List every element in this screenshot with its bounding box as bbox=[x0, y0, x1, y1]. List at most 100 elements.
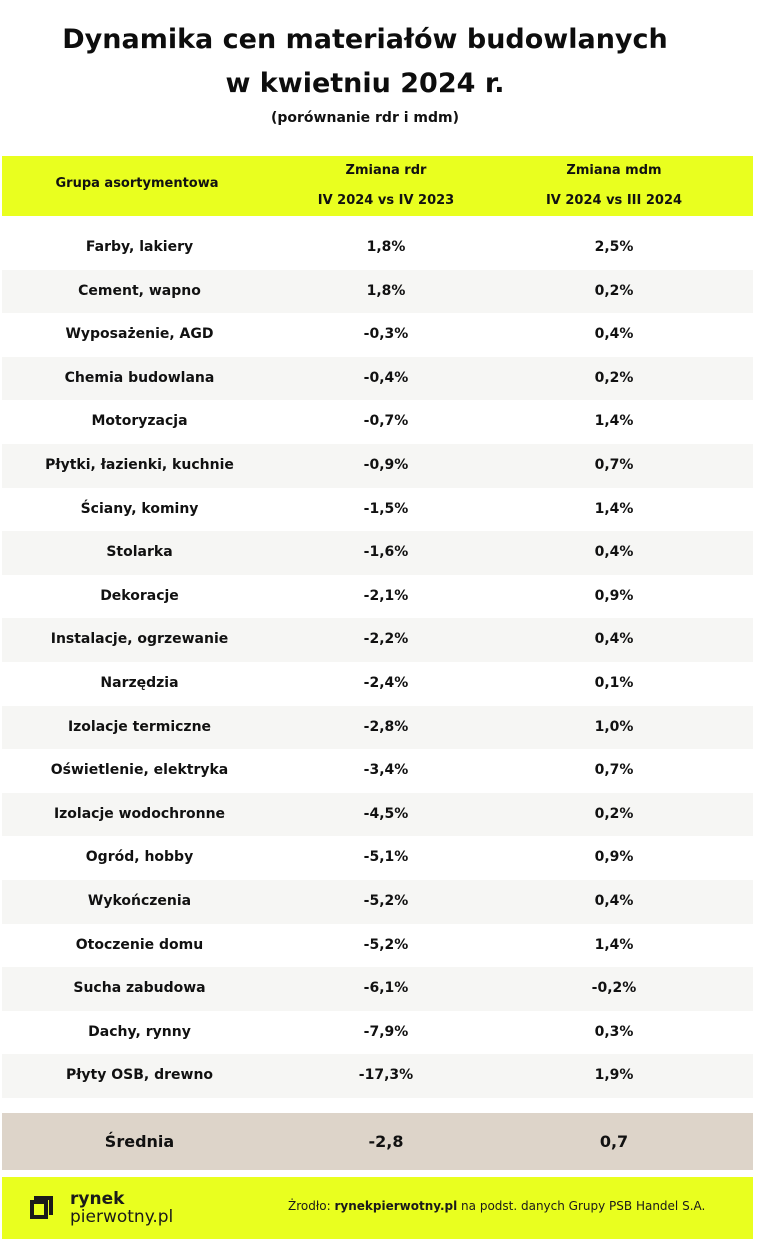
row-rdr-value: -3,4% bbox=[363, 762, 409, 779]
table-row: Motoryzacja -0,7% 1,4% bbox=[2, 400, 753, 444]
logo-line1: rynek bbox=[70, 1189, 125, 1209]
row-group-name: Farby, lakiery bbox=[85, 239, 194, 255]
row-rdr-value: -5,2% bbox=[363, 936, 409, 953]
row-group-name: Dachy, rynny bbox=[88, 1023, 191, 1040]
table-row: Otoczenie domu -5,2% 1,4% bbox=[2, 924, 753, 968]
table-row: Izolacje termiczne -2,8% 1,0% bbox=[2, 705, 753, 750]
average-row: Średnia -2,8 0,7 bbox=[2, 1113, 753, 1170]
row-group-name: Wyposażenie, AGD bbox=[65, 326, 214, 343]
row-group-name: Dekoracje bbox=[100, 587, 179, 604]
row-mdm-value: 0,4% bbox=[594, 544, 634, 561]
row-rdr-value: -5,2% bbox=[363, 892, 409, 909]
table-row: Dekoracje -2,1% 0,9% bbox=[2, 575, 753, 619]
row-mdm-value: 0,4% bbox=[594, 631, 634, 648]
logo-line2: pierwotny.pl bbox=[70, 1207, 174, 1227]
row-group-name: Ściany, kominy bbox=[80, 500, 199, 517]
page-title-line2: w kwietniu 2024 r. bbox=[225, 68, 505, 99]
row-rdr-value: -2,8% bbox=[363, 718, 409, 735]
row-group-name: Wykończenia bbox=[87, 892, 192, 909]
header-mdm-title: Zmiana mdm bbox=[566, 163, 662, 178]
table-row: Wykończenia -5,2% 0,4% bbox=[2, 879, 753, 924]
row-rdr-value: -2,1% bbox=[363, 587, 409, 604]
table-row: Instalacje, ogrzewanie -2,2% 0,4% bbox=[2, 618, 753, 662]
header-rdr-title: Zmiana rdr bbox=[345, 163, 427, 178]
row-group-name: Instalacje, ogrzewanie bbox=[50, 631, 229, 648]
row-mdm-value: 0,9% bbox=[594, 849, 634, 866]
source-prefix: Żrodło: bbox=[288, 1199, 335, 1213]
logo: rynek pierwotny.pl bbox=[70, 1190, 173, 1226]
row-group-name: Narzędzia bbox=[100, 674, 179, 691]
source-note: Żrodło: rynekpierwotny.pl na podst. dany… bbox=[288, 1199, 705, 1213]
source-suffix: na podst. danych Grupy PSB Handel S.A. bbox=[457, 1199, 706, 1213]
row-group-name: Sucha zabudowa bbox=[73, 980, 206, 997]
page-subtitle: (porównanie rdr i mdm) bbox=[270, 110, 459, 126]
row-group-name: Ogród, hobby bbox=[85, 849, 194, 866]
source-site: rynekpierwotny.pl bbox=[334, 1199, 458, 1213]
row-rdr-value: -0,3% bbox=[363, 326, 409, 343]
header-mdm-period: IV 2024 vs III 2024 bbox=[545, 193, 683, 208]
row-mdm-value: 1,4% bbox=[594, 500, 634, 517]
row-group-name: Oświetlenie, elektryka bbox=[50, 762, 229, 779]
row-mdm-value: 0,2% bbox=[594, 805, 634, 822]
table-header: Grupa asortymentowa Zmiana rdr IV 2024 v… bbox=[2, 156, 753, 216]
table-row: Farby, lakiery 1,8% 2,5% bbox=[2, 226, 753, 270]
header-group: Grupa asortymentowa bbox=[55, 176, 219, 191]
row-group-name: Izolacje wodochronne bbox=[53, 805, 226, 822]
row-rdr-value: -5,1% bbox=[363, 849, 409, 866]
row-group-name: Stolarka bbox=[106, 544, 173, 561]
table-row: Stolarka -1,6% 0,4% bbox=[2, 531, 753, 575]
row-mdm-value: 1,4% bbox=[594, 936, 634, 953]
row-rdr-value: -7,9% bbox=[363, 1023, 409, 1040]
row-group-name: Cement, wapno bbox=[78, 282, 201, 299]
row-mdm-value: 1,0% bbox=[594, 718, 634, 735]
table-row: Płyty OSB, drewno -17,3% 1,9% bbox=[2, 1054, 753, 1098]
table-row: Oświetlenie, elektryka -3,4% 0,7% bbox=[2, 749, 753, 793]
row-rdr-value: -1,5% bbox=[363, 500, 409, 517]
table-row: Narzędzia -2,4% 0,1% bbox=[2, 662, 753, 706]
footer: rynek pierwotny.pl Żrodło: rynekpierwotn… bbox=[2, 1177, 753, 1239]
table-row: Ogród, hobby -5,1% 0,9% bbox=[2, 836, 753, 880]
table-row: Ściany, kominy -1,5% 1,4% bbox=[2, 488, 753, 532]
row-mdm-value: 0,2% bbox=[594, 282, 634, 299]
logo-icon bbox=[30, 1196, 53, 1219]
row-mdm-value: 1,4% bbox=[594, 413, 634, 430]
average-label: Średnia bbox=[104, 1132, 175, 1151]
row-rdr-value: -4,5% bbox=[363, 805, 409, 822]
row-group-name: Płytki, łazienki, kuchnie bbox=[45, 456, 234, 473]
row-mdm-value: 0,7% bbox=[594, 456, 634, 473]
row-mdm-value: 0,1% bbox=[594, 674, 634, 691]
row-mdm-value: 0,3% bbox=[594, 1023, 634, 1040]
row-rdr-value: -0,7% bbox=[363, 413, 409, 430]
row-rdr-value: 1,8% bbox=[366, 282, 406, 299]
average-mdm: 0,7 bbox=[599, 1132, 629, 1151]
row-group-name: Płyty OSB, drewno bbox=[65, 1067, 214, 1084]
row-rdr-value: -0,4% bbox=[363, 369, 409, 386]
row-rdr-value: 1,8% bbox=[366, 239, 406, 255]
row-mdm-value: 0,9% bbox=[594, 587, 634, 604]
table-row: Dachy, rynny -7,9% 0,3% bbox=[2, 1011, 753, 1055]
average-rdr: -2,8 bbox=[368, 1132, 404, 1151]
row-rdr-value: -1,6% bbox=[363, 544, 409, 561]
row-mdm-value: -0,2% bbox=[591, 980, 637, 997]
row-mdm-value: 0,7% bbox=[594, 762, 634, 779]
row-rdr-value: -17,3% bbox=[358, 1067, 414, 1084]
row-mdm-value: 0,2% bbox=[594, 369, 634, 386]
row-group-name: Chemia budowlana bbox=[64, 369, 215, 386]
table-row: Sucha zabudowa -6,1% -0,2% bbox=[2, 967, 753, 1011]
row-rdr-value: -0,9% bbox=[363, 456, 409, 473]
table-row: Wyposażenie, AGD -0,3% 0,4% bbox=[2, 313, 753, 357]
row-group-name: Motoryzacja bbox=[91, 413, 188, 430]
table-row: Cement, wapno 1,8% 0,2% bbox=[2, 269, 753, 314]
row-rdr-value: -2,4% bbox=[363, 674, 409, 691]
table-row: Izolacje wodochronne -4,5% 0,2% bbox=[2, 792, 753, 837]
page-title-line1: Dynamika cen materiałów budowlanych bbox=[62, 24, 668, 55]
row-group-name: Otoczenie domu bbox=[75, 936, 204, 953]
row-mdm-value: 0,4% bbox=[594, 326, 634, 343]
row-mdm-value: 0,4% bbox=[594, 892, 634, 909]
table-row: Chemia budowlana -0,4% 0,2% bbox=[2, 356, 753, 401]
row-rdr-value: -2,2% bbox=[363, 631, 409, 648]
table-body: Farby, lakiery 1,8% 2,5% Cement, wapno 1,8% 0… bbox=[2, 226, 753, 1098]
row-mdm-value: 2,5% bbox=[594, 239, 634, 255]
row-group-name: Izolacje termiczne bbox=[67, 718, 212, 735]
header-rdr-period: IV 2024 vs IV 2023 bbox=[317, 193, 455, 208]
